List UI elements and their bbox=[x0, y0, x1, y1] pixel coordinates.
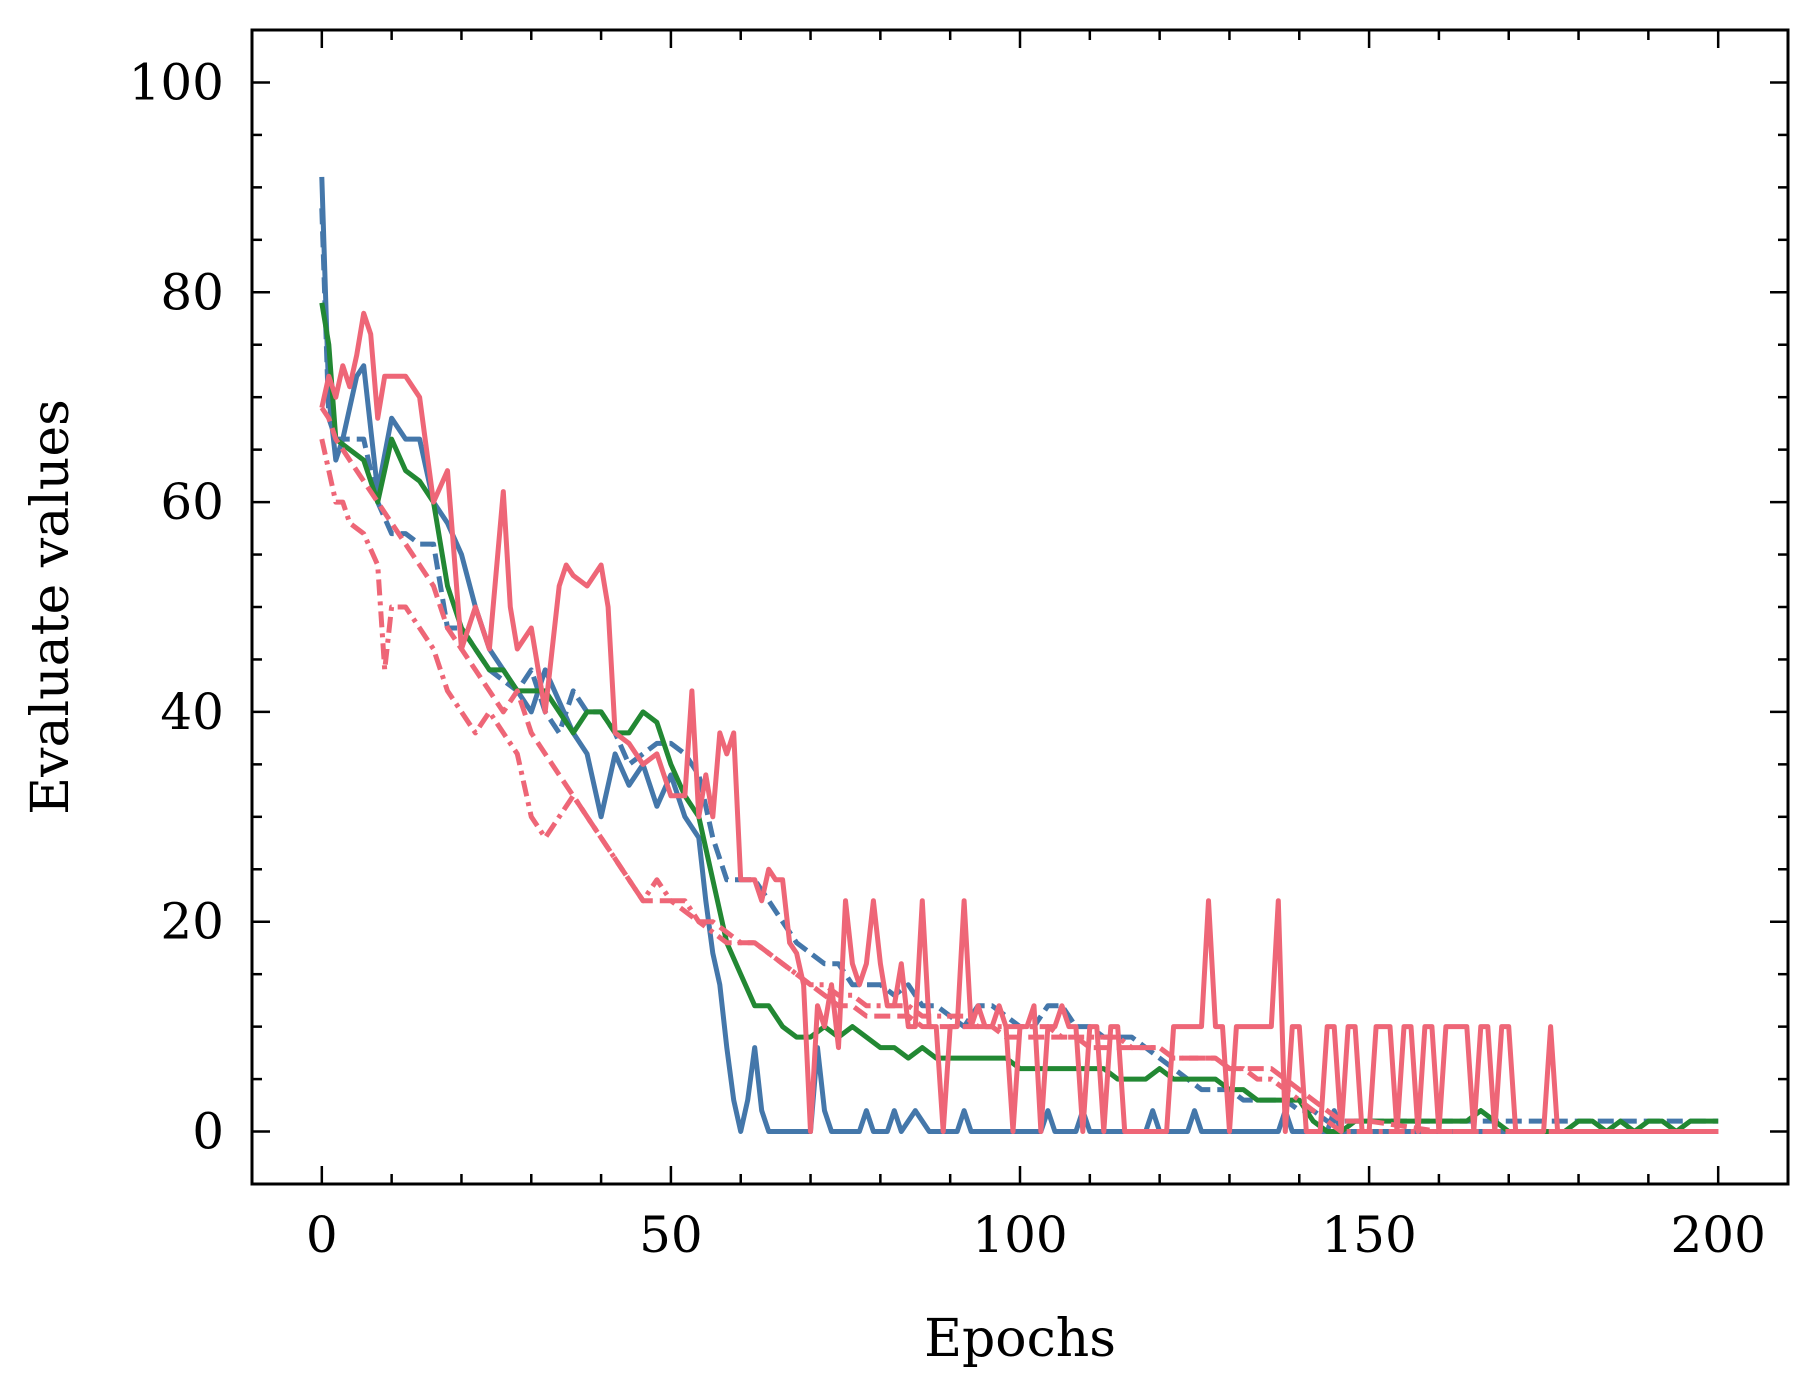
y-tick-label: 100 bbox=[129, 53, 224, 111]
series-line-blue-dashed bbox=[319, 208, 1719, 1124]
x-tick-label: 150 bbox=[1321, 1206, 1416, 1264]
tick-labels: 0 50 100 150 200 0 20 40 60 80 100 bbox=[129, 53, 1766, 1264]
y-tick-label: 80 bbox=[160, 263, 224, 321]
x-tick-label: 100 bbox=[972, 1206, 1067, 1264]
y-axis-label: Evaluate values bbox=[21, 399, 81, 815]
x-tick-label: 50 bbox=[639, 1206, 703, 1264]
series-layer bbox=[319, 176, 1719, 1134]
y-tick-label: 60 bbox=[160, 473, 224, 531]
x-tick-label: 0 bbox=[306, 1206, 338, 1264]
y-tick-label: 20 bbox=[160, 893, 224, 951]
plot-frame bbox=[250, 28, 1790, 1186]
x-axis-label: Epochs bbox=[924, 1309, 1116, 1369]
y-tick-label: 0 bbox=[192, 1103, 224, 1161]
x-tick-label: 200 bbox=[1670, 1206, 1765, 1264]
y-tick-label: 40 bbox=[160, 683, 224, 741]
series-line-red-dashed bbox=[319, 406, 1719, 1134]
series-line-red-solid bbox=[319, 310, 1719, 1134]
series-line-blue-solid bbox=[319, 176, 1719, 1134]
ticks-layer bbox=[252, 28, 1788, 1184]
series-line-green-solid bbox=[319, 302, 1719, 1134]
